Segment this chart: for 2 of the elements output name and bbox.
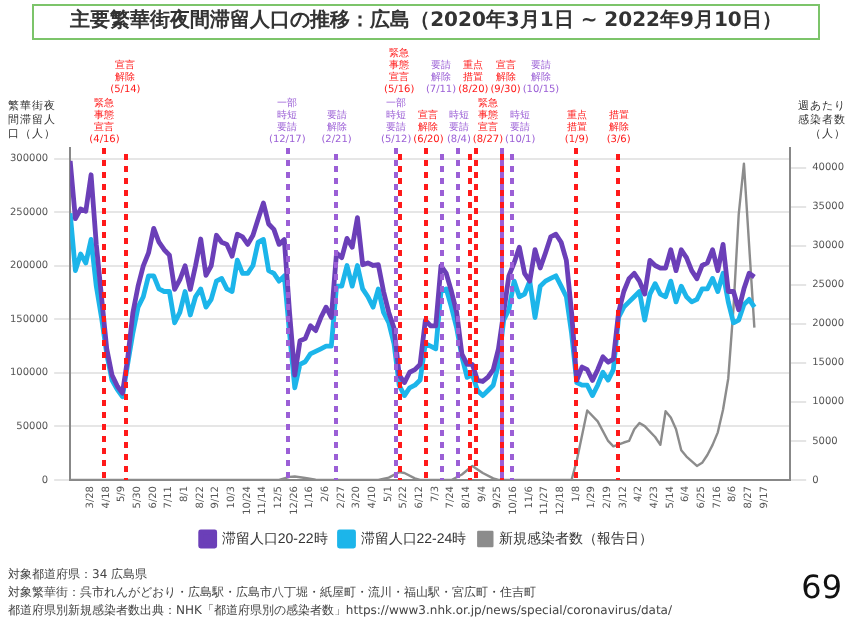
chart-title: 主要繁華街夜間滞留人口の推移：広島（2020年3月1日 ~ 2022年9月10日） <box>32 4 820 40</box>
text: 69 <box>801 568 842 606</box>
